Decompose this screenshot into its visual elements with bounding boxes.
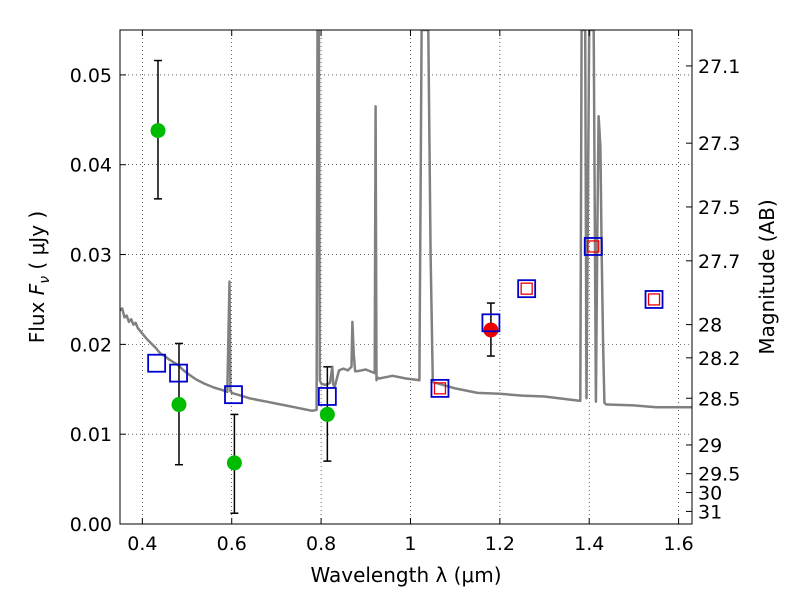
- plot-area: [120, 30, 692, 413]
- data-point-square: [317, 387, 337, 406]
- data-point-square: [169, 363, 188, 383]
- y-tick-label: 0.01: [70, 424, 112, 446]
- template-spectrum-line: [120, 30, 692, 413]
- data-point-square: [481, 313, 501, 333]
- mag-tick-label: 29.5: [698, 464, 740, 486]
- x-tick-label: 1.4: [574, 533, 604, 555]
- x-tick-label: 1.2: [485, 533, 515, 555]
- data-point-square: [583, 237, 603, 256]
- mag-tick-label: 29: [698, 435, 722, 457]
- y-axis-label-subscript: ν: [37, 276, 53, 284]
- data-point-circle: [171, 397, 187, 413]
- mag-tick-label: 27.5: [698, 197, 740, 219]
- mag-tick-label: 28.2: [698, 348, 740, 370]
- y-tick-label: 0.04: [70, 155, 112, 177]
- x-axis-label: Wavelength λ (μm): [310, 563, 501, 587]
- y-axis-label-suffix: ( μJy ): [25, 211, 49, 276]
- template-spectrum-group: [120, 30, 692, 413]
- mag-tick-label: 27.3: [698, 133, 740, 155]
- y-tick-label: 0.00: [70, 514, 112, 536]
- x-tick-label: 1: [404, 533, 416, 555]
- mag-tick-label: 27.1: [698, 56, 740, 78]
- plot-frame: [119, 29, 693, 525]
- x-tick-label: 0.8: [306, 533, 336, 555]
- y-tick-label: 0.05: [70, 65, 112, 87]
- mag-tick-label: 30: [698, 483, 722, 505]
- data-point-circle: [483, 322, 499, 338]
- x-tick-label: 1.6: [663, 533, 693, 555]
- x-tick-label: 0.4: [127, 533, 157, 555]
- y-axis-label-symbol: F: [25, 283, 49, 295]
- data-point-circle: [319, 406, 335, 422]
- data-point-square: [433, 382, 447, 395]
- y-axis-label: Flux Fν ( μJy ): [25, 211, 53, 343]
- y-tick-label: 0.03: [70, 245, 112, 267]
- x-tick-label: 0.6: [217, 533, 247, 555]
- data-point-square: [587, 240, 600, 253]
- data-point-square: [224, 385, 243, 405]
- data-point-square: [147, 353, 167, 373]
- data-point-square: [517, 279, 537, 299]
- y2-axis-label: Magnitude (AB): [755, 199, 779, 354]
- grid-lines: [120, 30, 692, 525]
- data-point-square: [520, 282, 533, 295]
- mag-tick-label: 28.5: [698, 388, 740, 410]
- data-point-circle: [150, 123, 166, 139]
- data-point-square: [647, 293, 661, 306]
- data-point-circle: [226, 455, 242, 471]
- data-point-square: [644, 290, 664, 309]
- axis-ticks: 0.4 0.6 0.8 1 1.2 1.4 1.6 0.00 0.01 0.02 0.03 0.04 0…: [70, 30, 740, 555]
- y-axis-label-prefix: Flux: [25, 295, 49, 343]
- data-points: [147, 59, 664, 514]
- y-tick-label: 0.02: [70, 334, 112, 356]
- data-point-square: [430, 378, 450, 398]
- mag-tick-label: 27.7: [698, 251, 740, 273]
- mag-tick-label: 28: [698, 315, 722, 337]
- mag-tick-label: 31: [698, 501, 722, 523]
